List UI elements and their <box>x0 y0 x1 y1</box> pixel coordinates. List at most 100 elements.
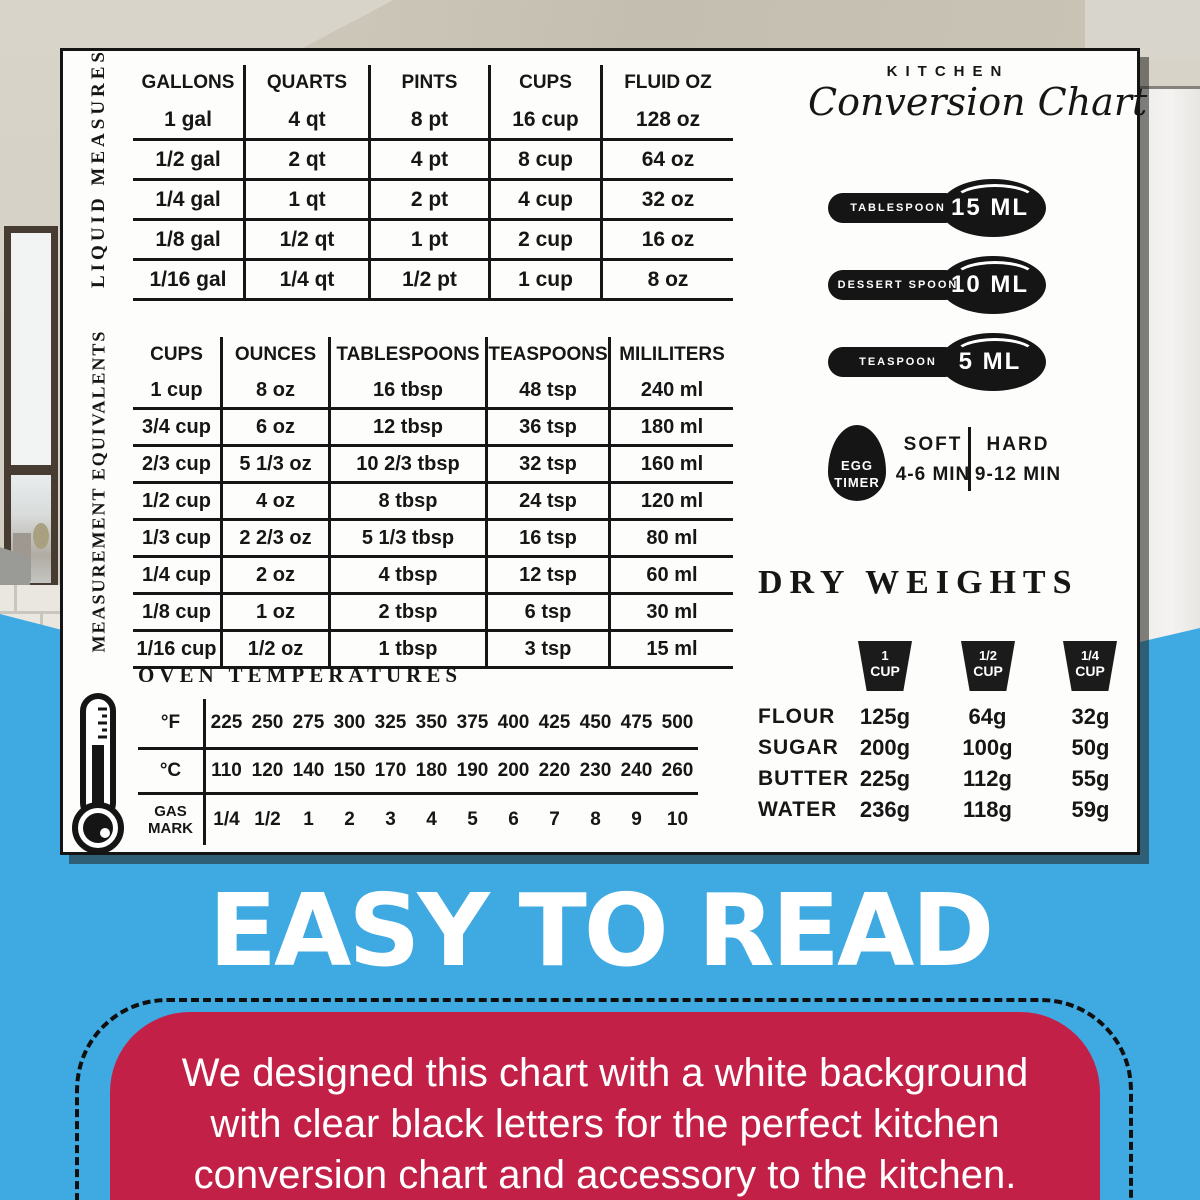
table-cell: 30 ml <box>608 595 733 632</box>
table-cell: 8 oz <box>220 373 328 410</box>
dry-value: 64g <box>968 703 1007 729</box>
liquid-measures-table: GALLONS QUARTS PINTS CUPS FLUID OZ 1 gal 4 qt 8… <box>133 65 733 301</box>
table-cell: 3 tsp <box>485 632 608 669</box>
dry-value: 118g <box>963 796 1012 822</box>
table-cell: 128 oz <box>600 101 733 141</box>
measurement-equivalents-table: CUPS OUNCES TABLESPOONS TEASPOONS MILILITERS… <box>133 337 733 669</box>
oven-value: 110 <box>206 747 247 792</box>
table-cell: 1 gal <box>133 101 243 141</box>
table-cell: 1 tbsp <box>328 632 485 669</box>
table-cell: 4 pt <box>368 141 488 181</box>
dry-value: 100g <box>962 734 1013 760</box>
table-cell: 240 ml <box>608 373 733 410</box>
easy-to-read-title: EASY TO READ <box>208 872 995 989</box>
measurement-equivalents-side-label: MEASUREMENT EQUIVALENTS <box>88 329 109 653</box>
table-cell: 1 oz <box>220 595 328 632</box>
table-cell: 12 tbsp <box>328 410 485 447</box>
table-cell: 2 2/3 oz <box>220 521 328 558</box>
table-cell: 1/8 gal <box>133 221 243 261</box>
logo-script-word: Conversion Chart <box>808 80 1148 124</box>
oven-value: 500 <box>661 712 694 733</box>
oven-row-label: GAS MARK <box>138 792 206 845</box>
oven-value: 425 <box>538 712 571 733</box>
kitchen-conversion-chart-logo: KITCHEN Conversion Chart <box>808 63 1148 124</box>
oven-value: 170 <box>370 747 411 792</box>
oven-value: 300 <box>333 712 366 733</box>
oven-value: 260 <box>657 747 698 792</box>
oven-value: 8 <box>575 792 616 845</box>
table-cell: 12 tsp <box>485 558 608 595</box>
dry-row-label: BUTTER <box>758 766 850 790</box>
table-cell: 1/16 cup <box>133 632 220 669</box>
oven-value: 450 <box>579 712 612 733</box>
table-cell: 1/8 cup <box>133 595 220 632</box>
half-cup-icon: 1/2 CUP <box>961 641 1015 691</box>
column-header: PINTS <box>368 65 488 101</box>
oven-temperatures-title: OVEN TEMPERATURES <box>138 663 463 687</box>
dry-value: 55g <box>1071 765 1110 791</box>
oven-value: 325 <box>374 712 407 733</box>
oven-value: 350 <box>415 712 448 733</box>
oven-value: 200 <box>493 747 534 792</box>
table-cell: 4 tbsp <box>328 558 485 595</box>
tablespoon-icon: TABLESPOON 15 ML <box>828 179 1046 237</box>
oven-value: 1 <box>288 792 329 845</box>
table-cell: 1 pt <box>368 221 488 261</box>
table-cell: 8 oz <box>600 261 733 301</box>
oven-value: 275 <box>292 712 325 733</box>
oven-row-label: °F <box>138 699 206 747</box>
oven-value: 190 <box>452 747 493 792</box>
table-cell: 48 tsp <box>485 373 608 410</box>
egg-timer-hard: HARD 9-12 MIN <box>943 434 1093 486</box>
dashed-border <box>75 998 1133 1200</box>
table-cell: 2 oz <box>220 558 328 595</box>
one-cup-icon: 1 CUP <box>858 641 912 691</box>
oven-value: 1/4 <box>206 792 247 845</box>
dry-value: 112g <box>963 765 1012 791</box>
table-cell: 2 pt <box>368 181 488 221</box>
dry-value: 236g <box>859 796 911 822</box>
column-header: GALLONS <box>141 72 235 93</box>
table-cell: 16 cup <box>488 101 600 141</box>
table-cell: 180 ml <box>608 410 733 447</box>
spoon-volume: 15 ML <box>950 194 1029 221</box>
logo-kitchen-word: KITCHEN <box>886 63 1010 80</box>
table-cell: 1/4 cup <box>133 558 220 595</box>
oven-value: 5 <box>452 792 493 845</box>
oven-value: 4 <box>411 792 452 845</box>
oven-value: 9 <box>616 792 657 845</box>
teaspoon-icon: TEASPOON 5 ML <box>828 333 1046 391</box>
soft-label: SOFT <box>903 434 963 455</box>
table-cell: 16 tsp <box>485 521 608 558</box>
column-header: CUPS <box>488 65 600 101</box>
table-cell: 8 tbsp <box>328 484 485 521</box>
column-header: CUPS <box>150 344 203 365</box>
thermometer-icon <box>72 693 124 854</box>
oven-value: 2 <box>329 792 370 845</box>
window <box>4 226 58 590</box>
table-cell: 15 ml <box>608 632 733 669</box>
table-cell: 2/3 cup <box>133 447 220 484</box>
oven-value: 475 <box>620 712 653 733</box>
table-cell: 120 ml <box>608 484 733 521</box>
table-cell: 6 tsp <box>485 595 608 632</box>
oven-value: 7 <box>534 792 575 845</box>
table-cell: 1/4 gal <box>133 181 243 221</box>
table-cell: 5 1/3 oz <box>220 447 328 484</box>
oven-value: 230 <box>575 747 616 792</box>
dry-value: 32g <box>1071 703 1110 729</box>
hard-time: 9-12 MIN <box>974 464 1062 485</box>
table-cell: 36 tsp <box>485 410 608 447</box>
oven-value: 120 <box>247 747 288 792</box>
spoon-label: TEASPOON <box>859 356 937 368</box>
egg-timer-soft: SOFT 4-6 MIN <box>858 434 1008 486</box>
oven-value: 240 <box>616 747 657 792</box>
table-cell: 64 oz <box>600 141 733 181</box>
oven-temperatures-table: °F 225 250 275 300 325 350 375 400 425 450 475 500 °C… <box>138 699 698 845</box>
table-cell: 1/2 gal <box>133 141 243 181</box>
oven-value: 3 <box>370 792 411 845</box>
table-cell: 1 qt <box>243 181 368 221</box>
conversion-chart-card: LIQUID MEASURES GALLONS QUARTS PINTS CUPS FL… <box>60 48 1148 855</box>
spoon-label: TABLESPOON <box>850 202 946 214</box>
table-cell: 1 cup <box>133 373 220 410</box>
